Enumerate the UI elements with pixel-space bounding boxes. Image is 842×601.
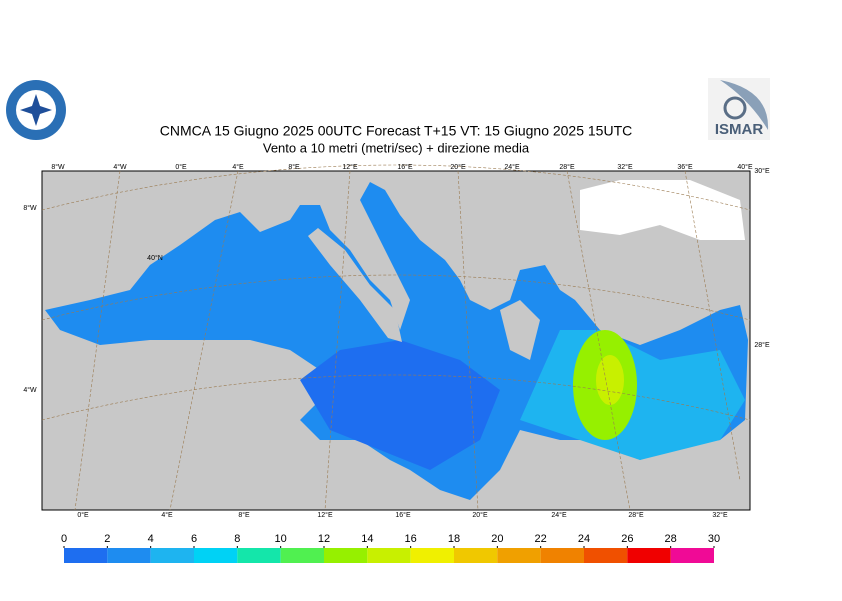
map xyxy=(41,164,751,511)
colorbar-segment xyxy=(497,548,541,563)
colorbar-segment xyxy=(670,548,714,563)
colorbar-segment xyxy=(410,548,454,563)
graticule-label: 20°E xyxy=(472,511,488,519)
colorbar-segment xyxy=(454,548,498,563)
graticule-label: 4°E xyxy=(161,511,173,519)
graticule-label: 40°E xyxy=(737,163,753,171)
logo-text: ISMAR xyxy=(715,121,764,138)
graticule-label: 36°E xyxy=(677,163,693,171)
colorbar-tick-label: 12 xyxy=(318,533,330,545)
colorbar-tick-label: 14 xyxy=(361,533,373,545)
colorbar-tick-label: 30 xyxy=(708,533,720,545)
graticule-label: 32°E xyxy=(712,511,728,519)
black-sea xyxy=(580,180,745,240)
graticule-label: 0°E xyxy=(77,511,89,519)
graticule-label: 12°E xyxy=(317,511,333,519)
graticule-label: 4°W xyxy=(113,163,127,171)
logo-left xyxy=(6,80,66,140)
subtitle: Vento a 10 metri (metri/sec) + direzione… xyxy=(263,140,530,155)
graticule-label: 8°W xyxy=(51,163,65,171)
graticule-label: 24°E xyxy=(551,511,567,519)
land-greece xyxy=(500,300,540,360)
graticule xyxy=(41,164,751,511)
colorbar-segment xyxy=(150,548,194,563)
land-italy xyxy=(308,228,402,342)
graticule-label: 16°E xyxy=(397,163,413,171)
colorbar-tick-label: 8 xyxy=(234,533,240,545)
graticule-label: 8°E xyxy=(238,511,250,519)
colorbar-segment xyxy=(367,548,411,563)
graticule-label: 30°E xyxy=(754,167,770,175)
colorbar-segment xyxy=(324,548,368,563)
graticule-label: 8°E xyxy=(288,163,300,171)
colorbar-tick-label: 26 xyxy=(621,533,633,545)
colorbar-tick-label: 2 xyxy=(104,533,110,545)
colorbar-segment xyxy=(194,548,238,563)
graticule-label: 20°E xyxy=(450,163,466,171)
graticule-label: 8°W xyxy=(23,204,37,212)
logo-right: ISMAR xyxy=(708,78,770,140)
graticule-label: 24°E xyxy=(504,163,520,171)
title: CNMCA 15 Giugno 2025 00UTC Forecast T+15… xyxy=(160,123,633,139)
graticule-label: 32°E xyxy=(617,163,633,171)
colorbar-tick-label: 0 xyxy=(61,533,67,545)
wind-stronger xyxy=(596,355,624,405)
colorbar-segment xyxy=(107,548,151,563)
graticule-label: 4°W xyxy=(23,386,37,394)
colorbar-segment xyxy=(540,548,584,563)
colorbar-tick-label: 6 xyxy=(191,533,197,545)
colorbar-segment xyxy=(280,548,324,563)
sea-calm xyxy=(300,340,500,470)
colorbar-tick-label: 18 xyxy=(448,533,460,545)
graticule-label: 12°E xyxy=(342,163,358,171)
colorbar-segment xyxy=(627,548,671,563)
colorbar-tick-label: 10 xyxy=(275,533,287,545)
colorbar-tick-label: 28 xyxy=(665,533,677,545)
colorbar-tick-label: 20 xyxy=(491,533,503,545)
graticule-label: 28°E xyxy=(754,341,770,349)
graticule-labels: 8°W 4°W 0°E 4°E 8°E 12°E 16°E 20°E 24°E 28°E 32°E 3… xyxy=(23,163,770,519)
graticule-label: 16°E xyxy=(395,511,411,519)
colorbar-tick-label: 16 xyxy=(405,533,417,545)
graticule-label: 40°N xyxy=(147,254,163,262)
colorbar-tick-label: 4 xyxy=(148,533,154,545)
colorbar: 0 2 4 6 8 10 12 14 16 18 20 22 24 26 28 30 xyxy=(61,533,720,563)
colorbar-segment xyxy=(64,548,108,563)
graticule-label: 0°E xyxy=(175,163,187,171)
graticule-label: 4°E xyxy=(232,163,244,171)
graticule-label: 28°E xyxy=(559,163,575,171)
colorbar-segment xyxy=(237,548,281,563)
colorbar-tick-label: 22 xyxy=(535,533,547,545)
colorbar-tick-label: 24 xyxy=(578,533,590,545)
colorbar-segment xyxy=(584,548,628,563)
graticule-label: 28°E xyxy=(628,511,644,519)
